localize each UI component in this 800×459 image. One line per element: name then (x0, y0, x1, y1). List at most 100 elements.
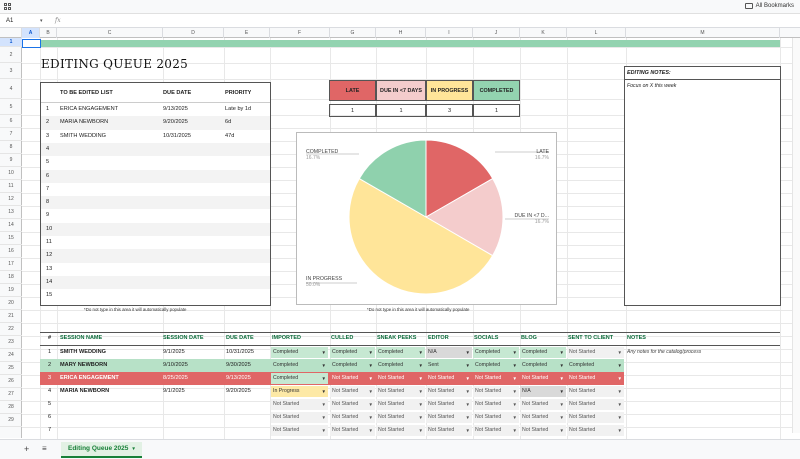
row-header-20[interactable]: 20 (0, 297, 22, 310)
pie-slice-1[interactable] (425, 177, 504, 257)
dropdown-arrow-icon[interactable]: ▼ (368, 402, 373, 407)
status-dropdown[interactable]: Completed ▼ (330, 360, 375, 371)
status-dropdown[interactable]: Not Started ▼ (330, 425, 375, 436)
status-dropdown[interactable]: Not Started ▼ (426, 386, 472, 397)
status-dropdown[interactable]: Completed ▼ (376, 347, 425, 358)
dropdown-arrow-icon[interactable]: ▼ (559, 402, 564, 407)
column-header-m[interactable]: M (626, 28, 780, 38)
name-box[interactable]: A1 (6, 18, 14, 24)
dropdown-arrow-icon[interactable]: ▼ (512, 363, 517, 368)
dropdown-arrow-icon[interactable]: ▼ (559, 428, 564, 433)
add-sheet-icon[interactable]: + (24, 444, 30, 454)
row-header-23[interactable]: 23 (0, 336, 22, 349)
status-dropdown[interactable]: Not Started ▼ (376, 412, 425, 423)
dropdown-arrow-icon[interactable]: ▼ (512, 402, 517, 407)
status-dropdown[interactable]: Not Started ▼ (567, 386, 624, 397)
dropdown-arrow-icon[interactable]: ▼ (465, 376, 470, 381)
dropdown-arrow-icon[interactable]: ▼ (368, 350, 373, 355)
column-header-k[interactable]: K (520, 28, 567, 38)
status-dropdown[interactable]: Not Started ▼ (426, 373, 472, 384)
dropdown-arrow-icon[interactable]: ▼ (321, 389, 326, 394)
dropdown-arrow-icon[interactable]: ▼ (559, 363, 564, 368)
row-header-7[interactable]: 7 (0, 128, 22, 141)
dropdown-arrow-icon[interactable]: ▼ (418, 402, 423, 407)
dropdown-arrow-icon[interactable]: ▼ (512, 350, 517, 355)
row-header-21[interactable]: 21 (0, 310, 22, 323)
apps-icon[interactable] (4, 3, 12, 11)
status-dropdown[interactable]: Not Started ▼ (567, 399, 624, 410)
selected-cell-a1[interactable] (22, 39, 41, 48)
dropdown-arrow-icon[interactable]: ▼ (321, 363, 326, 368)
row-header-6[interactable]: 6 (0, 115, 22, 128)
dropdown-arrow-icon[interactable]: ▼ (465, 350, 470, 355)
status-dropdown[interactable]: Completed ▼ (473, 347, 519, 358)
status-dropdown[interactable]: Not Started ▼ (520, 399, 566, 410)
row-header-24[interactable]: 24 (0, 349, 22, 362)
dropdown-arrow-icon[interactable]: ▼ (418, 350, 423, 355)
row-header-5[interactable]: 5 (0, 99, 22, 115)
dropdown-arrow-icon[interactable]: ▼ (617, 428, 622, 433)
status-dropdown[interactable]: Completed ▼ (520, 360, 566, 371)
vertical-scrollbar[interactable] (792, 38, 800, 433)
dropdown-arrow-icon[interactable]: ▼ (559, 389, 564, 394)
status-dropdown[interactable]: Not Started ▼ (376, 425, 425, 436)
status-dropdown[interactable]: Completed ▼ (520, 347, 566, 358)
status-dropdown[interactable]: Not Started ▼ (473, 399, 519, 410)
dropdown-arrow-icon[interactable]: ▼ (465, 402, 470, 407)
column-header-g[interactable]: G (330, 28, 376, 38)
status-dropdown[interactable]: Not Started ▼ (473, 386, 519, 397)
dropdown-arrow-icon[interactable]: ▼ (418, 389, 423, 394)
status-dropdown[interactable]: Not Started ▼ (473, 425, 519, 436)
row-header-27[interactable]: 27 (0, 388, 22, 401)
dropdown-arrow-icon[interactable]: ▼ (465, 389, 470, 394)
status-dropdown[interactable]: Not Started ▼ (567, 412, 624, 423)
dropdown-arrow-icon[interactable]: ▼ (512, 389, 517, 394)
column-header-a[interactable]: A (22, 28, 40, 38)
row-header-11[interactable]: 11 (0, 180, 22, 193)
status-dropdown[interactable]: Completed ▼ (271, 373, 328, 384)
status-dropdown[interactable]: Not Started ▼ (520, 425, 566, 436)
status-dropdown[interactable]: Not Started ▼ (376, 399, 425, 410)
row-header-28[interactable]: 28 (0, 401, 22, 414)
status-dropdown[interactable]: Not Started ▼ (330, 386, 375, 397)
status-dropdown[interactable]: Not Started ▼ (426, 425, 472, 436)
dropdown-arrow-icon[interactable]: ▼ (512, 376, 517, 381)
status-dropdown[interactable]: N/A ▼ (520, 386, 566, 397)
row-header-18[interactable]: 18 (0, 271, 22, 284)
dropdown-arrow-icon[interactable]: ▼ (418, 363, 423, 368)
row-header-26[interactable]: 26 (0, 375, 22, 388)
column-header-h[interactable]: H (376, 28, 426, 38)
status-dropdown[interactable]: Completed ▼ (567, 360, 624, 371)
dropdown-arrow-icon[interactable]: ▼ (559, 376, 564, 381)
row-header-2[interactable]: 2 (0, 47, 22, 63)
dropdown-arrow-icon[interactable]: ▼ (465, 363, 470, 368)
all-sheets-icon[interactable]: ≡ (42, 444, 47, 453)
pie-slice-2[interactable] (348, 177, 494, 295)
row-header-4[interactable]: 4 (0, 79, 22, 99)
dropdown-arrow-icon[interactable]: ▼ (368, 363, 373, 368)
status-dropdown[interactable]: N/A ▼ (426, 347, 472, 358)
dropdown-arrow-icon[interactable]: ▼ (512, 415, 517, 420)
dropdown-arrow-icon[interactable]: ▼ (559, 350, 564, 355)
column-header-j[interactable]: J (473, 28, 520, 38)
status-dropdown[interactable]: Completed ▼ (271, 347, 328, 358)
dropdown-arrow-icon[interactable]: ▼ (418, 415, 423, 420)
column-header-i[interactable]: I (426, 28, 473, 38)
status-dropdown[interactable]: Not Started ▼ (567, 373, 624, 384)
status-dropdown[interactable]: Not Started ▼ (567, 347, 624, 358)
status-dropdown[interactable]: Not Started ▼ (271, 412, 328, 423)
status-dropdown[interactable]: Not Started ▼ (426, 399, 472, 410)
dropdown-arrow-icon[interactable]: ▼ (418, 376, 423, 381)
status-dropdown[interactable]: Not Started ▼ (567, 425, 624, 436)
dropdown-arrow-icon[interactable]: ▼ (617, 363, 622, 368)
dropdown-arrow-icon[interactable]: ▼ (617, 376, 622, 381)
row-header-15[interactable]: 15 (0, 232, 22, 245)
sheet-tab-editing-queue[interactable]: Editing Queue 2025 ▾ (61, 442, 142, 458)
row-header-9[interactable]: 9 (0, 154, 22, 167)
dropdown-arrow-icon[interactable]: ▼ (321, 350, 326, 355)
dropdown-arrow-icon[interactable]: ▼ (368, 389, 373, 394)
status-dropdown[interactable]: Not Started ▼ (473, 412, 519, 423)
status-dropdown[interactable]: Not Started ▼ (376, 386, 425, 397)
status-dropdown[interactable]: Not Started ▼ (271, 399, 328, 410)
dropdown-arrow-icon[interactable]: ▾ (40, 18, 43, 24)
